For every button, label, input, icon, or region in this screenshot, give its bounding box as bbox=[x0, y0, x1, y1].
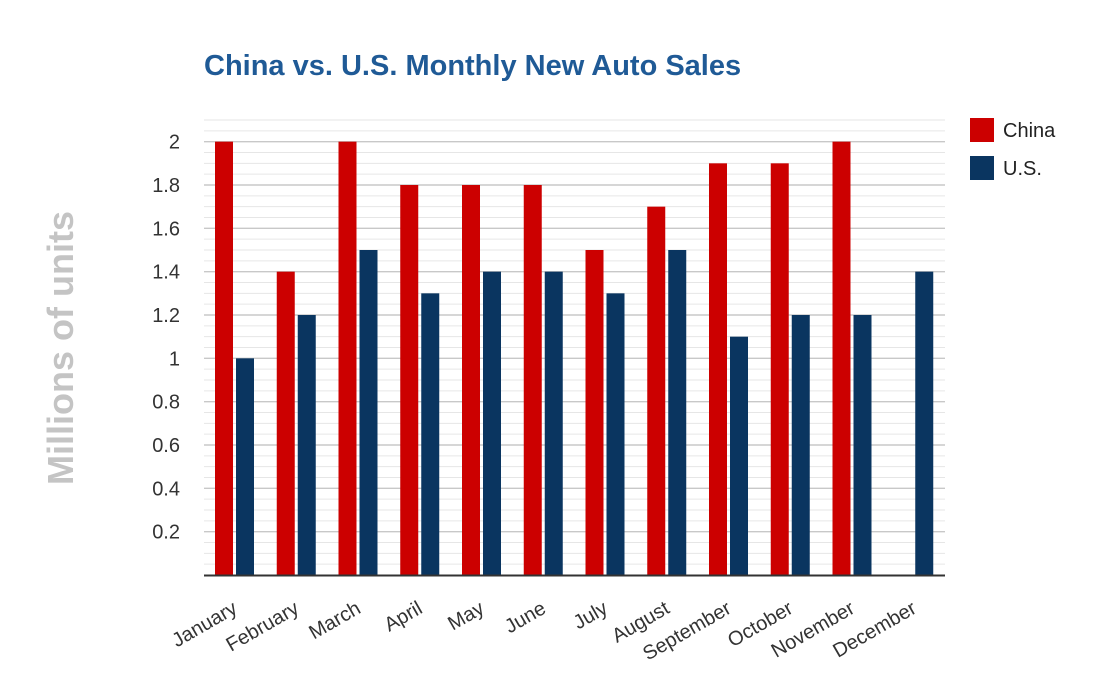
y-axis-title: Millions of units bbox=[40, 211, 81, 485]
bar-us-june bbox=[544, 271, 563, 575]
y-tick-label: 0.6 bbox=[152, 435, 180, 457]
bar-china-february bbox=[276, 271, 295, 575]
bar-china-august bbox=[647, 206, 666, 575]
legend: China U.S. bbox=[970, 118, 1056, 180]
bar-us-january bbox=[236, 358, 254, 575]
bar-china-november bbox=[832, 141, 851, 575]
x-tick-label: June bbox=[501, 597, 550, 638]
bars bbox=[215, 141, 934, 576]
bar-china-september bbox=[709, 163, 727, 576]
y-tick-label: 0.8 bbox=[152, 392, 180, 414]
x-tick-label: July bbox=[570, 597, 612, 634]
y-tick-label: 1.6 bbox=[152, 218, 180, 240]
bar-us-december bbox=[915, 271, 934, 575]
y-tick-label: 0.4 bbox=[152, 478, 180, 500]
bar-us-april bbox=[421, 293, 440, 575]
bar-us-may bbox=[483, 271, 501, 575]
y-tick-label: 0.2 bbox=[152, 522, 180, 544]
y-tick-label: 1 bbox=[169, 348, 180, 370]
bar-china-june bbox=[523, 185, 542, 575]
bar-us-february bbox=[297, 315, 316, 575]
bar-us-november bbox=[853, 315, 872, 575]
bar-china-april bbox=[400, 185, 419, 575]
gridlines bbox=[204, 119, 945, 565]
bar-china-may bbox=[462, 185, 480, 575]
x-tick-label: May bbox=[444, 597, 488, 635]
bar-china-october bbox=[770, 163, 789, 576]
bar-us-september bbox=[730, 336, 748, 575]
bar-china-march bbox=[338, 141, 357, 575]
x-tick-label: April bbox=[381, 597, 427, 636]
legend-swatch bbox=[970, 156, 994, 180]
bar-us-march bbox=[359, 250, 378, 575]
y-tick-label: 1.8 bbox=[152, 175, 180, 197]
bar-us-october bbox=[791, 315, 810, 575]
y-tick-label: 2 bbox=[169, 132, 180, 154]
legend-label: U.S. bbox=[1003, 158, 1042, 180]
bar-us-july bbox=[606, 293, 625, 575]
bar-china-january bbox=[215, 141, 233, 575]
bar-us-august bbox=[668, 250, 687, 575]
x-tick-label: March bbox=[305, 597, 364, 644]
bar-china-july bbox=[585, 250, 604, 575]
y-tick-label: 1.4 bbox=[152, 262, 180, 284]
chart-title: China vs. U.S. Monthly New Auto Sales bbox=[204, 50, 741, 82]
legend-swatch bbox=[970, 118, 994, 142]
legend-label: China bbox=[1003, 120, 1056, 142]
y-tick-label: 1.2 bbox=[152, 305, 180, 327]
y-tick-labels: 0.2 0.4 0.6 0.8 1 1.2 1.4 1.6 1.8 2 bbox=[152, 132, 180, 544]
